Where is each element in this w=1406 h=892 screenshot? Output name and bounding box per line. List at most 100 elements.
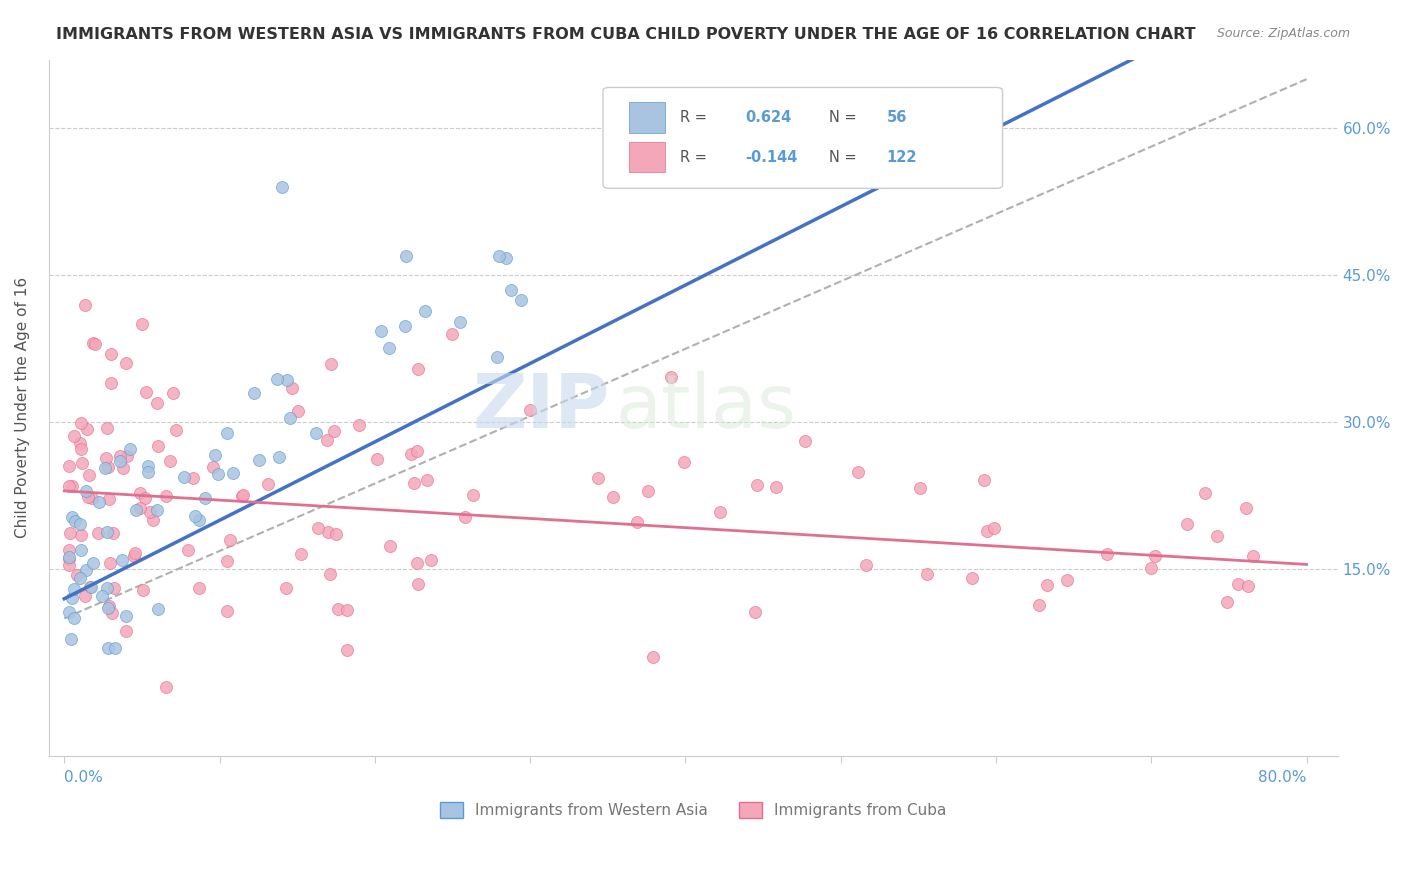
Point bbox=[104, 640, 127, 655]
Point bbox=[82, 557, 104, 571]
Point bbox=[855, 558, 877, 572]
Point bbox=[69, 435, 91, 450]
Point bbox=[588, 471, 610, 485]
Point bbox=[1241, 549, 1264, 563]
Point bbox=[97, 460, 120, 475]
Point bbox=[793, 434, 815, 448]
Point bbox=[77, 490, 100, 504]
Text: R =: R = bbox=[681, 110, 711, 125]
Point bbox=[58, 543, 80, 558]
Point bbox=[173, 469, 195, 483]
Point bbox=[70, 417, 93, 431]
Text: atlas: atlas bbox=[616, 371, 797, 444]
Point bbox=[219, 533, 242, 548]
Point bbox=[370, 325, 392, 339]
Point bbox=[402, 476, 425, 491]
Point bbox=[111, 460, 134, 475]
Point bbox=[406, 577, 429, 591]
Point bbox=[247, 453, 270, 467]
Point bbox=[131, 318, 153, 332]
Point bbox=[94, 450, 117, 465]
Point bbox=[274, 581, 297, 595]
Point bbox=[415, 303, 437, 318]
Point bbox=[454, 510, 477, 524]
Point bbox=[1143, 549, 1166, 563]
Point bbox=[1234, 500, 1257, 515]
Point bbox=[316, 433, 339, 447]
Point bbox=[100, 376, 122, 390]
Point bbox=[58, 606, 80, 620]
Point bbox=[183, 471, 205, 485]
Point bbox=[58, 558, 80, 573]
Point bbox=[231, 489, 253, 503]
Legend: Immigrants from Western Asia, Immigrants from Cuba: Immigrants from Western Asia, Immigrants… bbox=[434, 797, 952, 824]
Point bbox=[643, 650, 665, 665]
Point bbox=[232, 488, 254, 502]
Point bbox=[82, 491, 104, 505]
Point bbox=[765, 480, 787, 494]
Point bbox=[419, 553, 441, 567]
Point bbox=[58, 550, 80, 565]
Point bbox=[146, 439, 169, 453]
Point bbox=[118, 442, 141, 457]
Point bbox=[146, 395, 169, 409]
Point bbox=[486, 350, 509, 364]
Point bbox=[394, 319, 416, 334]
Point bbox=[96, 524, 118, 539]
Point bbox=[278, 410, 301, 425]
Point bbox=[101, 525, 124, 540]
Point bbox=[96, 421, 118, 435]
Point bbox=[326, 602, 349, 616]
Point bbox=[201, 460, 224, 475]
FancyBboxPatch shape bbox=[603, 87, 1002, 188]
Text: N =: N = bbox=[828, 110, 860, 125]
Point bbox=[87, 525, 110, 540]
Point bbox=[96, 582, 118, 596]
Point bbox=[267, 450, 290, 464]
Point bbox=[177, 543, 200, 558]
Point bbox=[659, 370, 682, 384]
Point bbox=[124, 503, 146, 517]
Point bbox=[217, 554, 239, 568]
Text: IMMIGRANTS FROM WESTERN ASIA VS IMMIGRANTS FROM CUBA CHILD POVERTY UNDER THE AGE: IMMIGRANTS FROM WESTERN ASIA VS IMMIGRAN… bbox=[56, 27, 1197, 42]
Point bbox=[70, 442, 93, 457]
Point bbox=[395, 249, 418, 263]
Point bbox=[1226, 576, 1249, 591]
Point bbox=[63, 428, 86, 442]
Point bbox=[416, 473, 439, 487]
Point bbox=[1095, 548, 1118, 562]
Point bbox=[325, 527, 347, 541]
Point bbox=[243, 386, 266, 401]
Point bbox=[128, 500, 150, 515]
Point bbox=[70, 527, 93, 541]
Point bbox=[97, 599, 120, 614]
Point bbox=[72, 456, 94, 470]
Point bbox=[136, 465, 159, 479]
Point bbox=[270, 180, 292, 194]
Point bbox=[69, 517, 91, 532]
Point bbox=[217, 425, 239, 440]
Text: ZIP: ZIP bbox=[472, 371, 609, 444]
Point bbox=[62, 611, 84, 625]
Point bbox=[307, 521, 329, 535]
Point bbox=[744, 605, 766, 619]
Point bbox=[747, 478, 769, 492]
Point bbox=[60, 632, 83, 646]
Point bbox=[75, 589, 97, 603]
Point bbox=[97, 492, 120, 507]
Point bbox=[378, 539, 401, 553]
Point bbox=[134, 491, 156, 505]
Point bbox=[93, 461, 115, 475]
Point bbox=[62, 582, 84, 597]
Point bbox=[84, 337, 107, 351]
Text: 0.624: 0.624 bbox=[745, 110, 792, 125]
Point bbox=[1175, 516, 1198, 531]
Point bbox=[637, 484, 659, 499]
Point bbox=[488, 249, 510, 263]
Point bbox=[321, 357, 343, 371]
Point bbox=[115, 356, 138, 370]
Point bbox=[136, 458, 159, 473]
Point bbox=[322, 424, 344, 438]
Point bbox=[159, 454, 181, 468]
Point bbox=[336, 603, 359, 617]
